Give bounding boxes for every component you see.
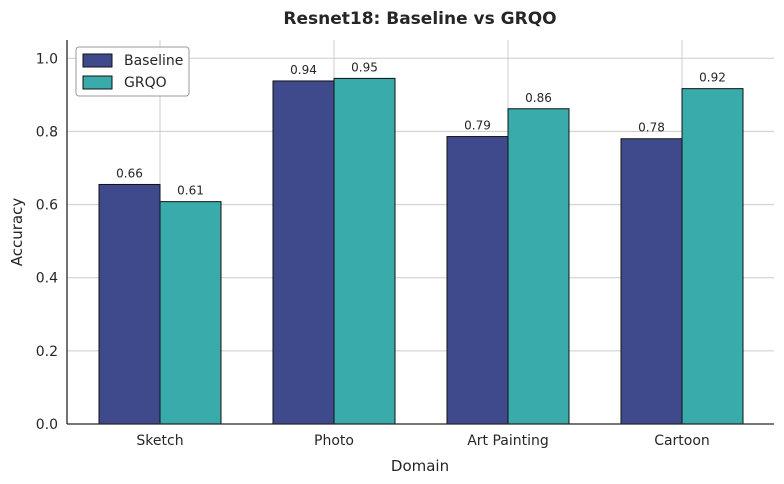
x-tick-labels: Sketch Photo Art Painting Cartoon [136, 433, 709, 449]
bar-baseline-art-painting [446, 136, 509, 425]
y-tick-label: 0.2 [36, 344, 58, 360]
y-tick-labels: 0.0 0.2 0.4 0.6 0.8 1.0 [36, 51, 58, 433]
bar-grqo-photo [333, 77, 396, 425]
x-tick-label: Sketch [136, 433, 183, 449]
legend: Baseline GRQO [75, 46, 190, 97]
x-tick-label: Cartoon [654, 433, 710, 449]
y-axis-label: Accuracy [8, 198, 26, 267]
data-label-grqo-cartoon: 0.92 [699, 71, 726, 85]
bar-baseline-photo [272, 80, 335, 425]
data-label-grqo-art-painting: 0.86 [525, 91, 552, 105]
data-label-baseline-photo: 0.94 [290, 63, 317, 77]
data-label-grqo-photo: 0.95 [351, 60, 378, 74]
y-tick-label: 1.0 [36, 51, 58, 67]
data-label-baseline-cartoon: 0.78 [638, 121, 665, 135]
data-label-baseline-sketch: 0.66 [116, 166, 143, 180]
x-tick-label: Photo [314, 433, 354, 449]
bars [98, 77, 744, 425]
y-tick-label: 0.6 [36, 198, 58, 214]
chart-title: Resnet18: Baseline vs GRQO [283, 9, 556, 29]
legend-label-grqo: GRQO [124, 75, 167, 91]
legend-swatch-baseline [82, 53, 113, 68]
bar-baseline-sketch [98, 183, 161, 425]
y-tick-label: 0.4 [36, 271, 58, 287]
x-tick-label: Art Painting [467, 433, 549, 449]
data-label-grqo-sketch: 0.61 [177, 184, 204, 198]
data-label-baseline-art-painting: 0.79 [464, 119, 491, 133]
x-axis-label: Domain [391, 457, 449, 475]
legend-label-baseline: Baseline [124, 53, 183, 69]
y-tick-label: 0.0 [36, 417, 58, 433]
bar-grqo-sketch [159, 201, 222, 425]
data-labels: 0.66 0.61 0.94 0.95 0.79 0.86 0.78 0.92 [116, 60, 726, 197]
bar-grqo-cartoon [681, 88, 744, 425]
bar-grqo-art-painting [507, 108, 570, 425]
y-tick-label: 0.8 [36, 124, 58, 140]
bar-baseline-cartoon [620, 138, 683, 425]
legend-swatch-grqo [82, 75, 113, 90]
